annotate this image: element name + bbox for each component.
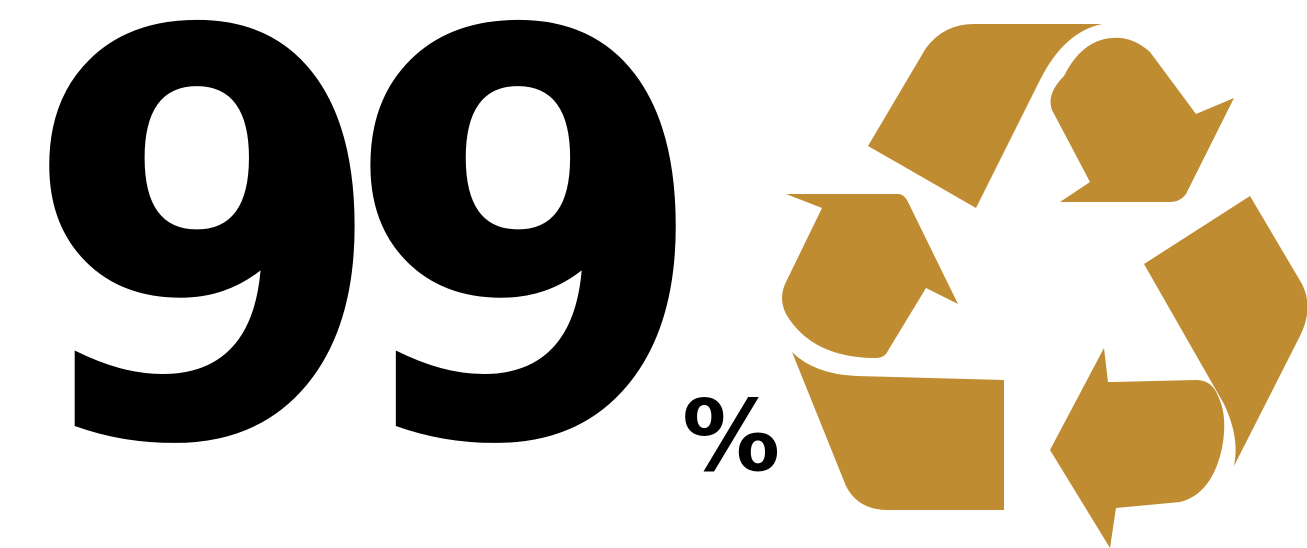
stat-unit: %	[682, 380, 781, 494]
stat-value: 99	[22, 0, 709, 548]
recycle-icon	[782, 24, 1307, 548]
